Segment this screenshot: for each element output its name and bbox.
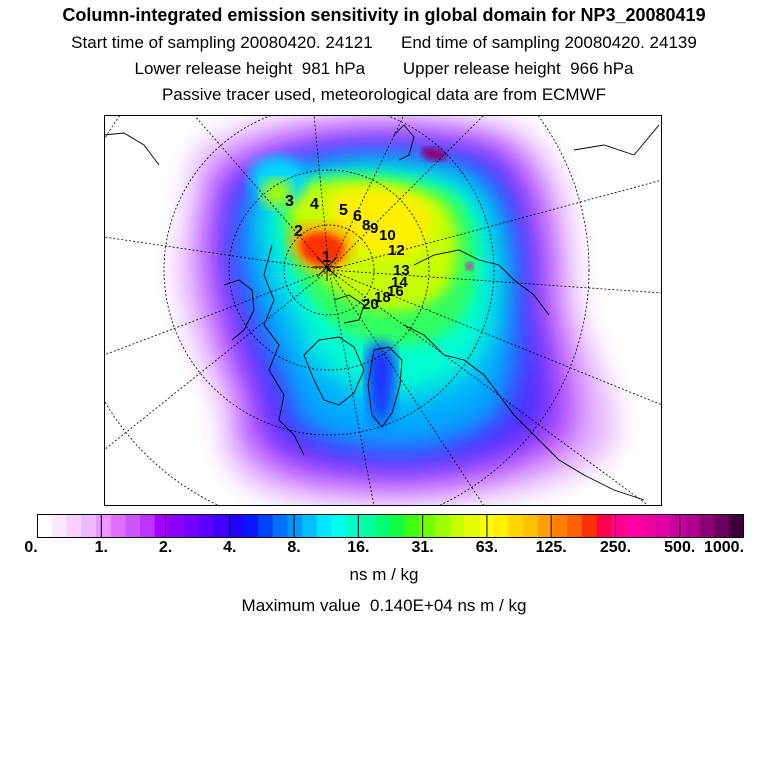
trajectory-labels: 1 2 3 4 5 6 8 9 10 12 13 14 16 18 20 (285, 193, 410, 313)
colorbar-cell (405, 514, 421, 538)
colorbar-cell (434, 514, 450, 538)
colorbar-cell (125, 514, 141, 538)
colorbar-cell (567, 514, 583, 538)
colorbar-cell (361, 514, 377, 538)
colorbar-tick-label: 4. (223, 539, 237, 556)
colorbar-cell (419, 514, 436, 538)
colorbar-cell (169, 514, 185, 538)
colorbar-tick-label: 250. (599, 539, 632, 556)
trajectory-label-6: 6 (353, 208, 362, 225)
colorbar-cell (670, 514, 686, 538)
colorbar-units: ns m / kg (349, 565, 419, 584)
colorbar-cell (331, 514, 347, 538)
colorbar-cell (508, 514, 524, 538)
trajectory-label-4: 4 (310, 196, 319, 213)
colorbar-cell (685, 514, 701, 538)
trajectory-label-13: 13 (393, 262, 410, 279)
maximum-value-text: Maximum value 0.140E+04 ns m / kg (241, 596, 527, 615)
trajectory-label-14: 14 (391, 274, 408, 291)
colorbar-cell (154, 514, 170, 538)
colorbar-cell (390, 514, 406, 538)
colorbar-tick-label: 0. (24, 539, 38, 556)
colorbar-cell (493, 514, 509, 538)
colorbar-tick-label: 125. (535, 539, 567, 556)
colorbar (37, 514, 744, 538)
colorbar-cell (449, 514, 465, 538)
polar-map: 1 2 3 4 5 6 8 9 10 12 13 14 16 18 20 (104, 115, 662, 506)
trajectory-label-12: 12 (388, 242, 405, 259)
colorbar-cell (523, 514, 539, 538)
colorbar-cell (257, 514, 274, 538)
trajectory-label-3: 3 (285, 193, 294, 210)
colorbar-tick-label: 31. (411, 539, 434, 556)
colorbar-cell (199, 514, 215, 538)
trajectory-label-1: 1 (322, 249, 331, 266)
colorbar-cell (729, 514, 744, 538)
trajectory-label-20: 20 (362, 296, 379, 313)
colorbar-cell (640, 514, 657, 538)
colorbar-cell (611, 514, 627, 538)
tracer-info-line: Passive tracer used, meteorological data… (161, 85, 607, 104)
colorbar-cell (346, 514, 362, 538)
colorbar-cell (81, 514, 97, 538)
colorbar-cell (37, 514, 53, 538)
colorbar-cell (581, 514, 598, 538)
colorbar-cell (714, 514, 730, 538)
coastlines (104, 124, 660, 501)
colorbar-cell (95, 514, 112, 538)
sampling-time-line: Start time of sampling 20080420. 24121 E… (71, 33, 697, 52)
release-height-line: Lower release height 981 hPa Upper relea… (134, 59, 634, 78)
colorbar-cell (287, 514, 303, 538)
trajectory-label-8: 8 (362, 217, 370, 234)
colorbar-tick-label: 63. (475, 539, 499, 556)
colorbar-cell (110, 514, 126, 538)
trajectory-label-10: 10 (379, 227, 396, 244)
colorbar-cell (464, 514, 480, 538)
colorbar-tick-labels: 0. 1. 2. 4. 8. 16. 31. 63. 125. 250. 500. 1000. (0, 539, 768, 561)
colorbar-cell (272, 514, 288, 538)
colorbar-cell (184, 514, 200, 538)
colorbar-cell (66, 514, 82, 538)
colorbar-tick-label: 500. (664, 539, 696, 556)
colorbar-cell (552, 514, 568, 538)
colorbar-cell (537, 514, 553, 538)
colorbar-cell (140, 514, 156, 538)
colorbar-tick-label: 2. (158, 539, 173, 556)
colorbar-cell (375, 514, 391, 538)
colorbar-tick-label: 1. (94, 539, 108, 556)
sensitivity-field (178, 115, 616, 506)
colorbar-cell (596, 514, 612, 538)
colorbar-cell (302, 514, 318, 538)
colorbar-cell (316, 514, 332, 538)
plot-title: Column-integrated emission sensitivity i… (62, 5, 706, 25)
graticule (104, 115, 662, 506)
colorbar-tick-label: 8. (287, 539, 301, 556)
colorbar-cell (228, 514, 244, 538)
colorbar-cell (243, 514, 259, 538)
colorbar-cell (626, 514, 642, 538)
trajectory-label-9: 9 (370, 220, 378, 237)
trajectory-label-2: 2 (294, 223, 303, 240)
trajectory-label-18: 18 (374, 289, 391, 306)
colorbar-cell (51, 514, 67, 538)
colorbar-cell (699, 514, 715, 538)
colorbar-tick-label: 16. (347, 539, 370, 556)
colorbar-cell (655, 514, 671, 538)
trajectory-label-5: 5 (339, 202, 348, 219)
map-frame (104, 115, 662, 506)
colorbar-cell (213, 514, 229, 538)
colorbar-tick-label: 1000. (703, 539, 745, 556)
trajectory-label-16: 16 (387, 283, 404, 300)
